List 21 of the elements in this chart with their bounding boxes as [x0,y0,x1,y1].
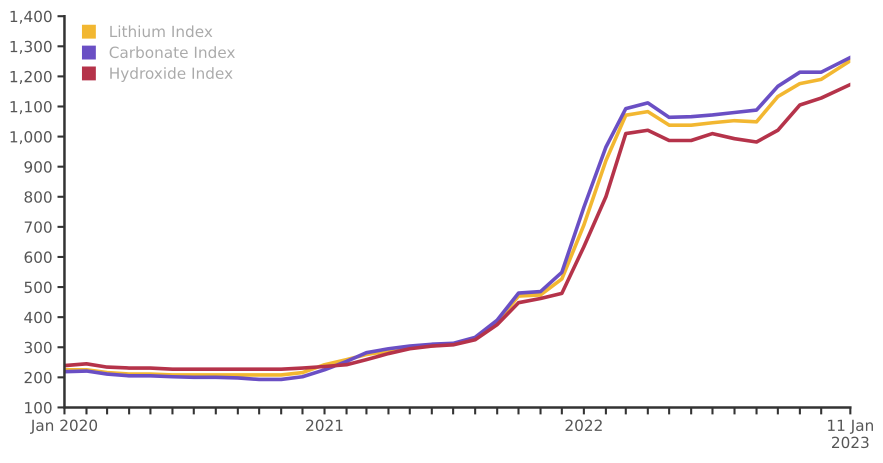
x-tick-label: 2021 [306,420,343,432]
y-tick-label: 200 [24,372,52,384]
y-tick-label: 1,000 [10,131,52,144]
y-tick-label: 600 [24,251,52,263]
x-tick-label: 2022 [566,420,602,432]
x-tick-label: Jan 2020 [30,420,98,434]
y-tick-label: 1,400 [10,10,52,24]
y-tick-label: 300 [24,342,52,354]
y-tick-label: 900 [24,161,52,173]
y-tick-label: 1,100 [10,100,52,114]
y-tick-label: 1,200 [10,70,52,84]
y-tick-label: 800 [24,191,52,203]
legend-label: Lithium Index [110,25,212,38]
x-tick-label: 11 Jan 2023 [828,420,873,448]
y-tick-label: 500 [24,282,52,294]
y-tick-label: 100 [25,402,52,414]
y-tick-label: 400 [24,312,52,324]
legend-label: Hydroxide Index [110,67,233,82]
legend-label: Carbonate Index [110,46,235,58]
y-tick-label: 1,300 [10,40,52,54]
y-tick-label: 700 [24,221,52,233]
